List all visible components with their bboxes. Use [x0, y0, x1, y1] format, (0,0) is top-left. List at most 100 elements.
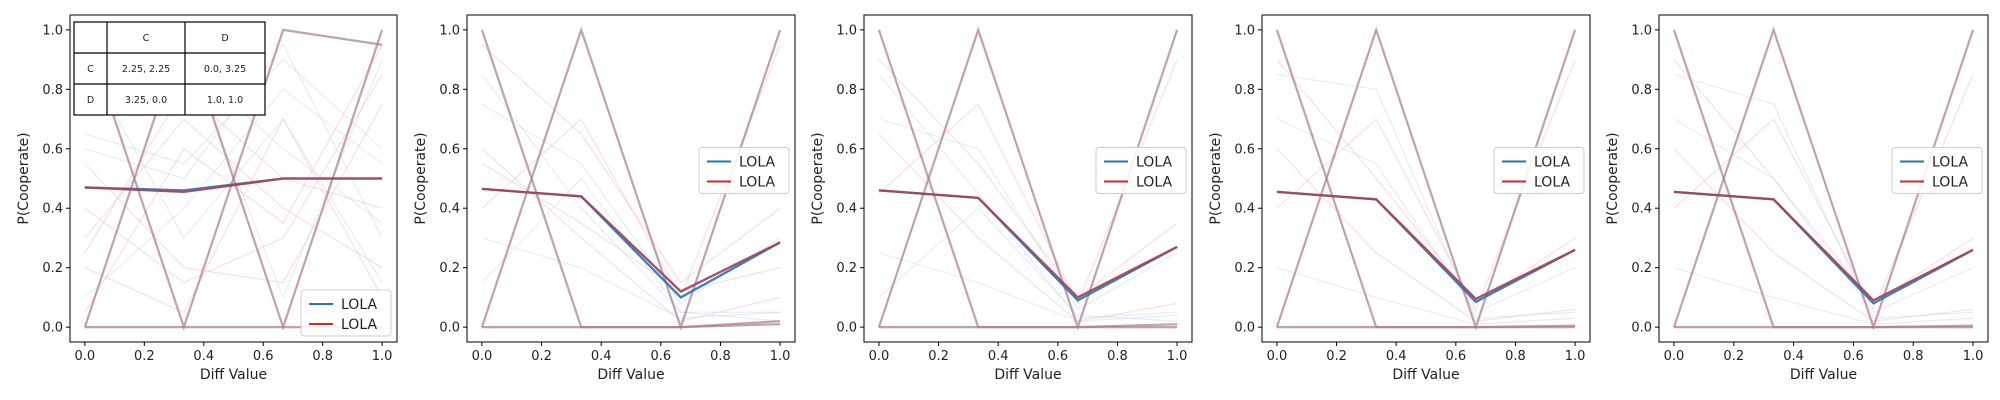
y-tick-label: 0.2 — [836, 261, 857, 276]
panel-4: 0.0 0.2 0.4 0.6 0.8 1.0 0.0 0.2 0.4 0.6 0.8 1.0 Diff… — [1208, 14, 1591, 383]
y-tick-label: 1.0 — [42, 23, 63, 38]
legend-label: LOLA — [739, 155, 775, 171]
x-tick-label: 0.4 — [591, 349, 612, 364]
legend-label: LOLA — [1534, 175, 1570, 191]
y-tick-label: 0.4 — [1631, 202, 1652, 217]
payoff-table-frame — [73, 21, 266, 116]
faint-run-line — [1673, 118, 1974, 314]
faint-run-line — [1276, 73, 1576, 319]
panel-3: 0.0 0.2 0.4 0.6 0.8 1.0 0.0 0.2 0.4 0.6 0.8 1.0 Diff… — [810, 14, 1193, 383]
x-tick-label: 0.4 — [1783, 349, 1804, 364]
x-tick-label: 0.4 — [193, 349, 214, 364]
faint-run-line — [1276, 118, 1576, 314]
x-tick-label: 0.2 — [134, 349, 155, 364]
y-tick-label: 0.8 — [1234, 83, 1255, 98]
y-tick-label: 0.2 — [439, 261, 460, 276]
legend-label: LOLA — [1136, 175, 1172, 191]
faint-run-line — [1276, 148, 1576, 322]
axes-frame — [1658, 14, 1989, 343]
y-tick-label: 0.2 — [1234, 261, 1255, 276]
faint-run-line — [1673, 59, 1974, 305]
x-tick-label: 0.4 — [1386, 349, 1407, 364]
legend-label: LOLA — [1136, 155, 1172, 171]
table-cell: 3.25, 0.0 — [125, 95, 167, 106]
panel-2: 0.0 0.2 0.4 0.6 0.8 1.0 0.0 0.2 0.4 0.6 0.8 1.0 Diff… — [413, 14, 796, 383]
faint-run-line — [878, 74, 1178, 319]
x-tick-label: 0.2 — [1326, 349, 1347, 364]
x-axis-label: Diff Value — [597, 367, 664, 383]
x-tick-label: 0.0 — [869, 349, 890, 364]
x-tick-label: 0.6 — [1843, 349, 1864, 364]
x-tick-label: 0.6 — [650, 349, 671, 364]
x-tick-label: 0.8 — [1107, 349, 1128, 364]
series-line-red — [878, 189, 1178, 299]
run-line — [481, 323, 781, 329]
y-tick-label: 0.0 — [1631, 321, 1652, 336]
y-axis-label: P(Cooperate) — [16, 132, 32, 224]
legend: LOLA LOLA — [300, 289, 392, 337]
faint-run-line — [1673, 148, 1974, 322]
series-line-blue — [878, 189, 1178, 302]
x-axis-label: Diff Value — [1392, 367, 1459, 383]
faint-run-line — [878, 207, 1178, 322]
x-tick-label: 1.0 — [1565, 349, 1586, 364]
y-tick-label: 0.8 — [439, 83, 460, 98]
y-tick-label: 1.0 — [439, 23, 460, 38]
y-tick-label: 0.6 — [1234, 142, 1255, 157]
table-row-header: D — [87, 95, 94, 106]
legend-label: LOLA — [1534, 155, 1570, 171]
axes-frame — [466, 14, 796, 343]
panel-5: 0.0 0.2 0.4 0.6 0.8 1.0 0.0 0.2 0.4 0.6 0.8 1.0 Diff… — [1605, 14, 1989, 383]
legend-label: LOLA — [1932, 155, 1968, 171]
y-tick-label: 1.0 — [836, 23, 857, 38]
faint-run-line — [481, 44, 781, 284]
legend: LOLA LOLA — [1095, 147, 1187, 194]
y-tick-label: 0.8 — [1631, 83, 1652, 98]
faint-run-line — [481, 177, 781, 322]
legend-label: LOLA — [341, 297, 377, 313]
x-tick-label: 0.8 — [1505, 349, 1526, 364]
y-tick-label: 0.8 — [836, 83, 857, 98]
x-tick-label: 0.8 — [312, 349, 333, 364]
x-tick-label: 0.8 — [1903, 349, 1924, 364]
x-axis-label: Diff Value — [200, 367, 267, 383]
y-tick-label: 0.6 — [836, 142, 857, 157]
x-axis-label: Diff Value — [1790, 367, 1857, 383]
y-axis-label: P(Cooperate) — [413, 132, 429, 224]
x-tick-label: 0.2 — [531, 349, 552, 364]
plot-area — [83, 26, 384, 331]
legend: LOLA LOLA — [1891, 147, 1983, 194]
y-tick-label: 0.4 — [42, 202, 63, 217]
legend: LOLA LOLA — [698, 147, 790, 194]
series-line-red — [1276, 190, 1576, 301]
y-tick-label: 0.6 — [439, 142, 460, 157]
faint-run-line — [84, 74, 383, 284]
x-axis-label: Diff Value — [994, 367, 1061, 383]
faint-run-line — [481, 237, 781, 319]
y-tick-label: 0.2 — [42, 261, 63, 276]
y-tick-label: 0.6 — [1631, 142, 1652, 157]
y-tick-label: 0.4 — [836, 202, 857, 217]
table-row-header: C — [87, 64, 94, 75]
faint-run-line — [878, 133, 1178, 322]
faint-run-line — [1673, 73, 1974, 319]
x-tick-label: 0.0 — [1267, 349, 1288, 364]
faint-run-line — [84, 103, 383, 284]
x-tick-label: 0.0 — [472, 349, 493, 364]
table-cell: 2.25, 2.25 — [122, 64, 170, 75]
faint-run-line — [1673, 267, 1974, 325]
y-tick-label: 0.4 — [1234, 202, 1255, 217]
y-axis-label: P(Cooperate) — [810, 132, 826, 224]
x-tick-label: 0.4 — [988, 349, 1009, 364]
y-axis-label: P(Cooperate) — [1605, 132, 1621, 224]
table-col-header: D — [221, 33, 228, 44]
x-tick-label: 0.2 — [1723, 349, 1744, 364]
y-tick-label: 0.4 — [439, 202, 460, 217]
faint-run-line — [84, 117, 383, 314]
x-tick-label: 0.2 — [928, 349, 949, 364]
panel-1: 0.0 0.2 0.4 0.6 0.8 1.0 0.0 0.2 0.4 0.6 0.8 1.0 Diff… — [16, 14, 398, 383]
y-tick-label: 1.0 — [1234, 23, 1255, 38]
y-tick-label: 0.2 — [1631, 261, 1652, 276]
table-col-header: C — [143, 33, 150, 44]
y-axis-label: P(Cooperate) — [1208, 132, 1224, 224]
